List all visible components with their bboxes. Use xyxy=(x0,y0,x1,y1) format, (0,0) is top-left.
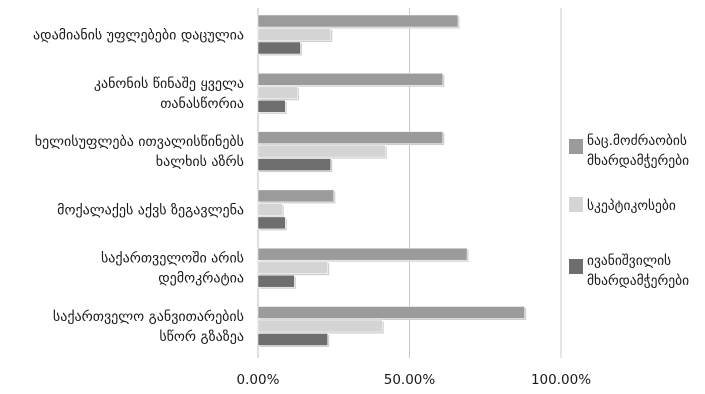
x-tick-label: 50.00% xyxy=(384,372,436,388)
category-label: სწორ გზაზეა xyxy=(159,328,244,345)
legend: ნაც.მოძრაობის მხარდამჭერები სკეპტიკოსები ივ… xyxy=(569,132,689,289)
bar xyxy=(257,14,459,28)
x-tick-label: 0.00% xyxy=(237,372,280,388)
bar xyxy=(257,158,331,171)
legend-swatch xyxy=(569,139,583,154)
bar xyxy=(257,28,331,41)
category-label: ადამიანის უფლებები დაცულია xyxy=(33,28,244,44)
category-label: საქართველო განვითარების xyxy=(53,308,244,325)
bar xyxy=(257,319,383,333)
legend-label: მხარდამჭერები xyxy=(587,152,689,169)
category-label: მოქალაქეს აქვს ზეგავლენა xyxy=(57,202,244,218)
bars-layer xyxy=(257,14,527,347)
bar xyxy=(257,86,298,100)
category-label: საქართველოში არის xyxy=(101,250,244,267)
bar xyxy=(257,189,334,203)
bar xyxy=(257,261,328,274)
bar xyxy=(257,216,286,230)
bar xyxy=(257,274,295,288)
category-label: ხელისუფლება ითვალისწინებს xyxy=(35,134,244,150)
x-tick-label: 100.00% xyxy=(531,372,591,388)
bar xyxy=(257,100,286,113)
legend-label: ნაც.მოძრაობის xyxy=(587,132,687,149)
category-label: თანასწორია xyxy=(160,95,244,112)
legend-label: სკეპტიკოსები xyxy=(587,198,676,214)
category-label: ხალხის აზრს xyxy=(156,153,244,170)
bar xyxy=(257,203,283,216)
legend-swatch xyxy=(569,259,583,274)
category-label: კანონის წინაშე ყველა xyxy=(94,76,244,92)
bar xyxy=(257,144,386,158)
bar xyxy=(257,333,328,346)
legend-label: ივანიშვილის xyxy=(587,253,671,269)
legend-swatch xyxy=(569,197,583,212)
legend-label: მხარდამჭერები xyxy=(587,272,689,289)
bar xyxy=(257,73,444,86)
category-label: დემოკრატია xyxy=(158,270,244,287)
bar xyxy=(257,41,301,55)
bar xyxy=(257,306,525,319)
bar xyxy=(257,247,468,261)
grid-layer xyxy=(257,8,562,358)
bar xyxy=(257,131,444,144)
category-labels: ადამიანის უფლებები დაცულია კანონის წინაშე… xyxy=(33,28,244,346)
x-axis-ticks: 0.00% 50.00% 100.00% xyxy=(237,372,592,388)
